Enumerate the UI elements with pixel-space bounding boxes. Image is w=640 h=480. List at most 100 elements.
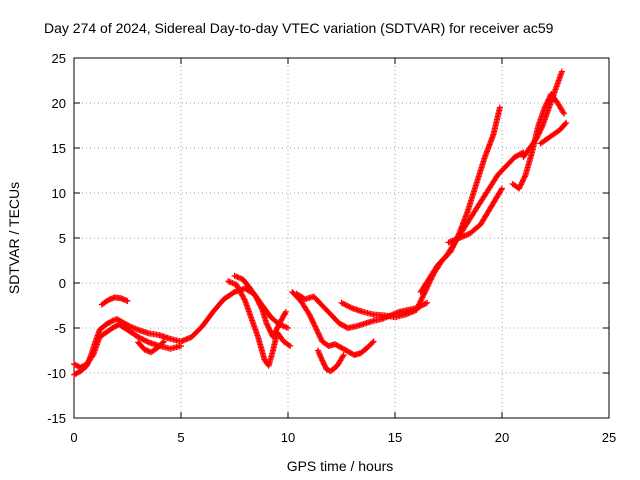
axis-ticks: 0 5 10 15 20 25 -15 -10 -5 0 5 10 15 20 25 bbox=[47, 51, 616, 445]
data-point bbox=[419, 294, 426, 301]
data-point bbox=[258, 304, 265, 311]
data-point bbox=[267, 328, 274, 335]
data-point bbox=[317, 335, 324, 342]
data-point bbox=[562, 120, 569, 127]
data-point bbox=[543, 101, 550, 108]
data-point bbox=[264, 323, 271, 330]
data-point bbox=[416, 300, 423, 307]
data-point bbox=[275, 321, 282, 328]
data-point bbox=[346, 303, 353, 310]
data-point bbox=[369, 339, 376, 346]
x-tick-label: 25 bbox=[602, 430, 616, 445]
y-tick-label: 10 bbox=[52, 186, 66, 201]
data-point bbox=[516, 184, 523, 191]
data-point bbox=[264, 321, 271, 328]
data-point bbox=[144, 338, 151, 345]
data-point bbox=[256, 301, 263, 308]
data-point bbox=[266, 325, 273, 332]
data-point bbox=[287, 343, 294, 349]
data-point bbox=[339, 300, 346, 307]
y-tick-label: 20 bbox=[52, 96, 66, 111]
data-point bbox=[338, 299, 345, 306]
chart-title: Day 274 of 2024, Sidereal Day-to-day VTE… bbox=[44, 20, 554, 36]
data-point bbox=[273, 325, 280, 332]
data-point bbox=[414, 305, 421, 312]
data-point bbox=[311, 322, 318, 329]
data-points bbox=[71, 68, 570, 378]
data-point bbox=[316, 333, 323, 340]
data-point bbox=[415, 302, 422, 309]
data-point bbox=[418, 297, 425, 304]
data-point bbox=[254, 297, 261, 304]
data-point bbox=[422, 300, 429, 307]
data-point bbox=[143, 338, 150, 345]
data-point bbox=[498, 186, 505, 193]
data-point bbox=[518, 180, 525, 187]
y-tick-label: 0 bbox=[59, 276, 66, 291]
data-point bbox=[413, 307, 420, 313]
data-point bbox=[420, 291, 427, 298]
data-point bbox=[308, 315, 315, 322]
data-point bbox=[312, 323, 319, 330]
data-point bbox=[517, 182, 524, 189]
data-point bbox=[258, 305, 265, 312]
data-point bbox=[418, 295, 425, 302]
data-point bbox=[545, 97, 552, 104]
data-point bbox=[419, 293, 426, 300]
data-point bbox=[139, 336, 146, 343]
y-tick-label: 5 bbox=[59, 231, 66, 246]
data-point bbox=[263, 320, 270, 327]
x-tick-label: 0 bbox=[70, 430, 77, 445]
y-axis-label: SDTVAR / TECUs bbox=[6, 182, 22, 294]
data-point bbox=[253, 294, 260, 301]
data-point bbox=[313, 326, 320, 333]
data-point bbox=[241, 296, 248, 303]
data-point bbox=[282, 308, 289, 315]
data-point bbox=[273, 327, 280, 334]
data-point bbox=[315, 330, 322, 337]
y-tick-label: 15 bbox=[52, 141, 66, 156]
data-point bbox=[558, 68, 565, 75]
data-point bbox=[135, 334, 142, 340]
data-point bbox=[370, 338, 377, 345]
data-point bbox=[561, 110, 568, 117]
data-point bbox=[285, 325, 291, 331]
data-point bbox=[285, 342, 292, 349]
data-point bbox=[343, 302, 350, 309]
data-point bbox=[307, 314, 314, 321]
data-point bbox=[521, 174, 528, 181]
data-point bbox=[137, 335, 144, 342]
data-point bbox=[256, 300, 263, 307]
data-point bbox=[310, 319, 317, 326]
grid bbox=[74, 58, 609, 418]
data-point bbox=[340, 352, 347, 358]
y-tick-label: -5 bbox=[54, 321, 66, 336]
data-point bbox=[424, 299, 431, 306]
data-point bbox=[272, 328, 279, 335]
data-point bbox=[275, 323, 282, 330]
data-point bbox=[347, 304, 354, 311]
data-point bbox=[274, 324, 281, 331]
y-tick-label: -10 bbox=[47, 366, 66, 381]
x-tick-label: 5 bbox=[177, 430, 184, 445]
data-point bbox=[255, 298, 262, 305]
data-point bbox=[254, 296, 261, 303]
data-point bbox=[317, 334, 324, 341]
data-point bbox=[310, 320, 317, 327]
data-point bbox=[541, 104, 548, 111]
data-point bbox=[271, 331, 278, 338]
data-point bbox=[314, 329, 321, 336]
data-point bbox=[141, 337, 148, 344]
data-point bbox=[416, 301, 423, 308]
data-point bbox=[306, 311, 313, 318]
data-point bbox=[519, 178, 526, 185]
data-point bbox=[270, 334, 277, 340]
data-point bbox=[309, 318, 316, 325]
data-point bbox=[542, 103, 549, 110]
data-point bbox=[252, 293, 259, 300]
y-tick-label: -15 bbox=[47, 411, 66, 426]
data-point bbox=[265, 324, 272, 331]
y-tick-label: 25 bbox=[52, 51, 66, 66]
data-point bbox=[341, 301, 348, 308]
